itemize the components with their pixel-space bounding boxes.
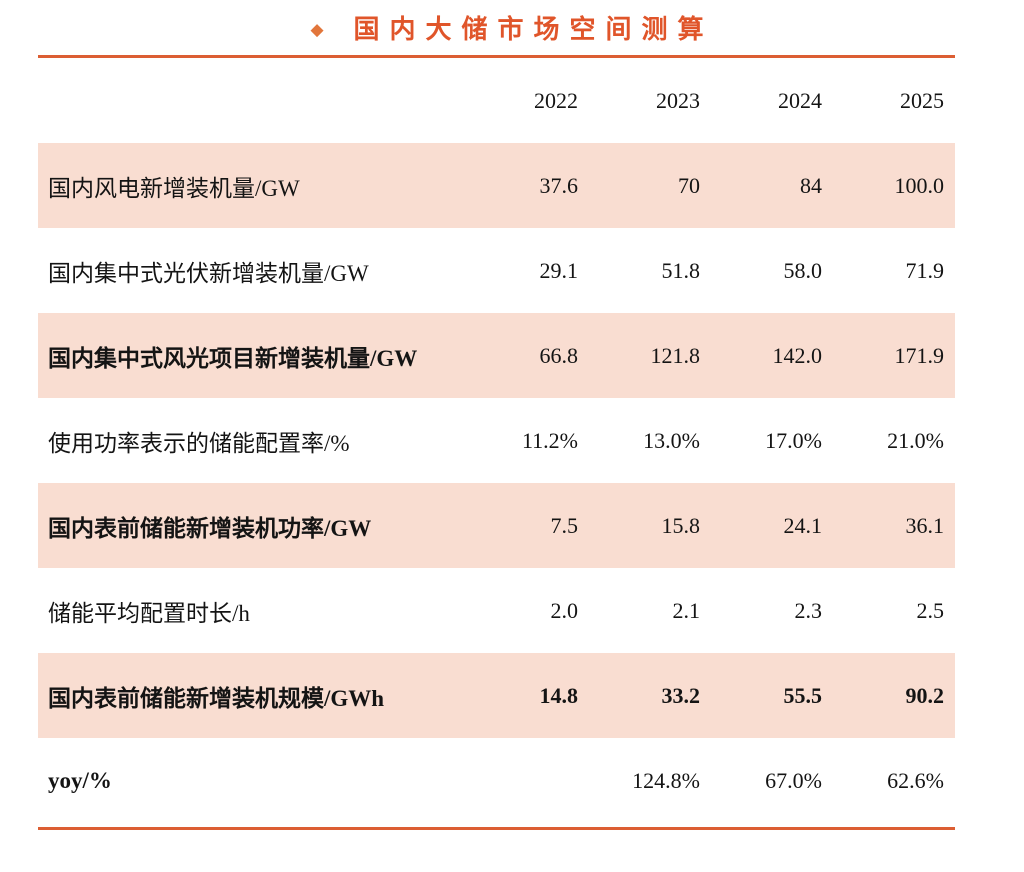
row-value: 11.2% (521, 427, 578, 453)
table-row-yoy: yoy/% 124.8% 67.0% 62.6% (38, 738, 955, 823)
table-header-row: 2022 2023 2024 2025 (38, 58, 955, 143)
year-header-2024: 2024 (778, 87, 822, 113)
row-value: 14.8 (539, 682, 579, 708)
row-label: 使用功率表示的储能配置率/% (48, 430, 350, 456)
table-row-wind-solar-project-installed: 国内集中式风光项目新增装机量/GW 66.8 121.8 142.0 171.9 (38, 313, 955, 398)
table-row-centralized-pv-installed: 国内集中式光伏新增装机量/GW 29.1 51.8 58.0 71.9 (38, 228, 955, 313)
table-row-wind-installed: 国内风电新增装机量/GW 37.6 70 84 100.0 (38, 143, 955, 228)
row-value: 84 (800, 172, 822, 198)
row-value: 24.1 (783, 512, 823, 538)
row-value: 29.1 (539, 257, 579, 283)
row-label: 储能平均配置时长/h (48, 600, 250, 626)
table-row-front-meter-storage-power: 国内表前储能新增装机功率/GW 7.5 15.8 24.1 36.1 (38, 483, 955, 568)
row-value: 51.8 (661, 257, 701, 283)
top-rule (38, 55, 955, 58)
row-value: 7.5 (550, 512, 579, 538)
diamond-bullet-icon: ◆ (310, 19, 324, 40)
row-value: 121.8 (650, 342, 701, 368)
row-value: 142.0 (772, 342, 823, 368)
row-value: 67.0% (765, 767, 822, 793)
row-value: 15.8 (661, 512, 701, 538)
year-header-2025: 2025 (900, 87, 944, 113)
row-value: 17.0% (765, 427, 822, 453)
row-value: 2.0 (550, 597, 579, 623)
row-value: 70 (678, 172, 700, 198)
row-value: 2.1 (672, 597, 701, 623)
row-value: 62.6% (887, 767, 944, 793)
row-value: 100.0 (894, 172, 945, 198)
row-value: 171.9 (894, 342, 945, 368)
row-value: 55.5 (783, 682, 823, 708)
row-label: 国内表前储能新增装机功率/GW (48, 515, 372, 541)
row-label: 国内风电新增装机量/GW (48, 175, 300, 201)
row-value: 37.6 (539, 172, 579, 198)
row-value: 124.8% (632, 767, 700, 793)
table-row-storage-allocation-rate: 使用功率表示的储能配置率/% 11.2% 13.0% 17.0% 21.0% (38, 398, 955, 483)
row-value: 66.8 (539, 342, 579, 368)
figure-title: 国内大储市场空间测算 (353, 14, 714, 44)
row-label: 国内集中式光伏新增装机量/GW (48, 260, 369, 286)
row-label: yoy/% (48, 767, 112, 793)
row-label: 国内集中式风光项目新增装机量/GW (48, 345, 418, 371)
year-header-2022: 2022 (534, 87, 578, 113)
figure-title-row: ◆ 国内大储市场空间测算 (0, 0, 1024, 48)
row-label: 国内表前储能新增装机规模/GWh (48, 685, 385, 711)
row-value: 33.2 (661, 682, 701, 708)
year-header-2023: 2023 (656, 87, 700, 113)
row-value: 13.0% (643, 427, 700, 453)
bottom-rule (38, 827, 955, 830)
table-row-average-storage-duration: 储能平均配置时长/h 2.0 2.1 2.3 2.5 (38, 568, 955, 653)
table-row-front-meter-storage-capacity: 国内表前储能新增装机规模/GWh 14.8 33.2 55.5 90.2 (38, 653, 955, 738)
row-value: 2.5 (916, 597, 945, 623)
row-value: 90.2 (905, 682, 945, 708)
row-value: 58.0 (783, 257, 823, 283)
row-value: 21.0% (887, 427, 944, 453)
data-table: 2022 2023 2024 2025 国内风电新增装机量/GW 37.6 70… (38, 58, 955, 823)
row-value: 2.3 (794, 597, 823, 623)
row-value: 71.9 (905, 257, 945, 283)
row-value: 36.1 (905, 512, 945, 538)
